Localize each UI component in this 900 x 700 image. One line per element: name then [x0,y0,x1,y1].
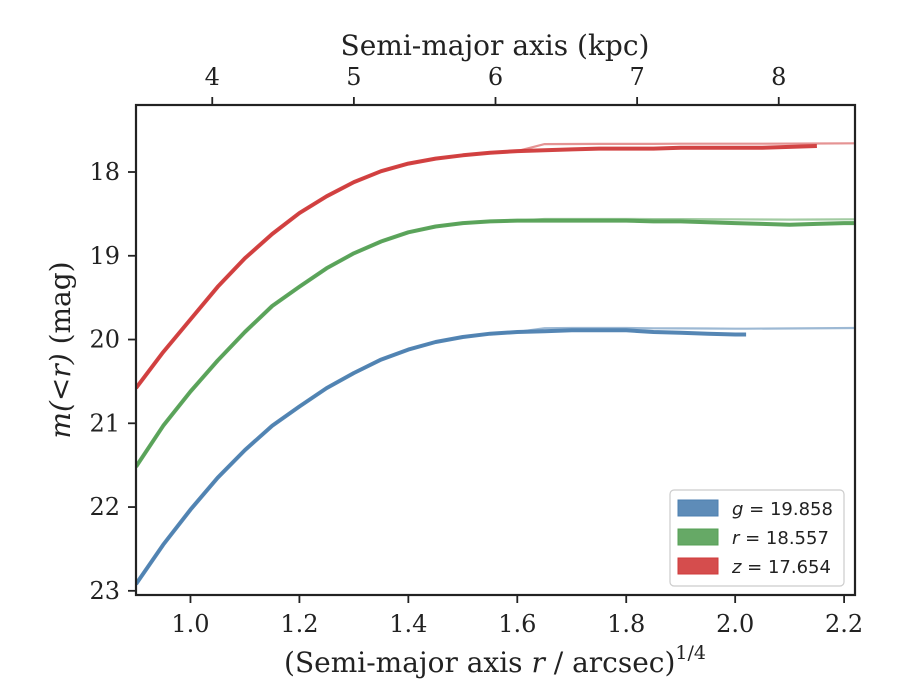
y-tick-label: 22 [89,493,120,521]
y-axis-title-symbol: m(<r) [44,353,77,438]
top-tick-label: 6 [488,63,503,91]
legend-label-value: = 18.557 [739,528,829,549]
series-line [136,218,855,468]
legend-swatch [677,557,719,575]
top-tick-label: 7 [629,63,644,91]
series-model-line [136,217,855,468]
bottom-axis-title-sup: 1/4 [675,642,706,664]
x-tick-label: 1.8 [607,610,645,638]
legend-label-var: g [732,499,743,520]
y-axis-title-unit: (mag) [44,261,77,353]
x-tick-label: 1.6 [498,610,536,638]
legend-label-var: r [732,528,741,549]
y-tick-label: 18 [89,158,120,186]
series-z [136,142,855,390]
legend-swatch [677,528,719,546]
ticks-layer: 1.0 1.2 1.4 1.6 1.8 2.0 2.2 18 19 20 21 22 23 4 5 6 7 8 [89,63,863,638]
legend-label-var: z [731,557,742,578]
x-tick-label: 1.4 [389,610,427,638]
y-tick-label: 19 [89,242,120,270]
top-tick-label: 8 [771,63,786,91]
legend-swatch [677,499,719,517]
y-axis-title: m(<r) (mag) [44,261,77,438]
series-r [136,217,855,468]
legend-label: r = 18.557 [732,528,829,549]
series-layer [136,142,855,586]
x-tick-label: 1.0 [171,610,209,638]
legend-label: z = 17.654 [731,557,831,578]
legend-label-value: = 17.654 [741,557,831,578]
series-line [136,144,817,390]
x-tick-label: 2.2 [825,610,863,638]
legend-label: g = 19.858 [732,499,833,520]
series-model-line [136,142,855,389]
bottom-axis-title-unit: / arcsec) [545,646,676,679]
series-line [136,328,747,586]
y-tick-label: 20 [89,326,120,354]
legend-label-value: = 19.858 [743,499,833,520]
x-tick-label: 1.2 [280,610,318,638]
y-tick-label: 23 [89,577,120,605]
series-g [136,326,855,586]
bottom-axis-title-text: (Semi-major axis [284,646,531,679]
bottom-axis-title-var: r [531,646,546,679]
top-axis-title: Semi-major axis (kpc) [341,29,650,62]
top-tick-label: 5 [346,63,361,91]
x-tick-label: 2.0 [716,610,754,638]
plot-frame [134,103,857,597]
y-tick-label: 21 [89,409,120,437]
top-tick-label: 4 [205,63,220,91]
bottom-axis-title: (Semi-major axis r / arcsec)1/4 [284,642,706,679]
